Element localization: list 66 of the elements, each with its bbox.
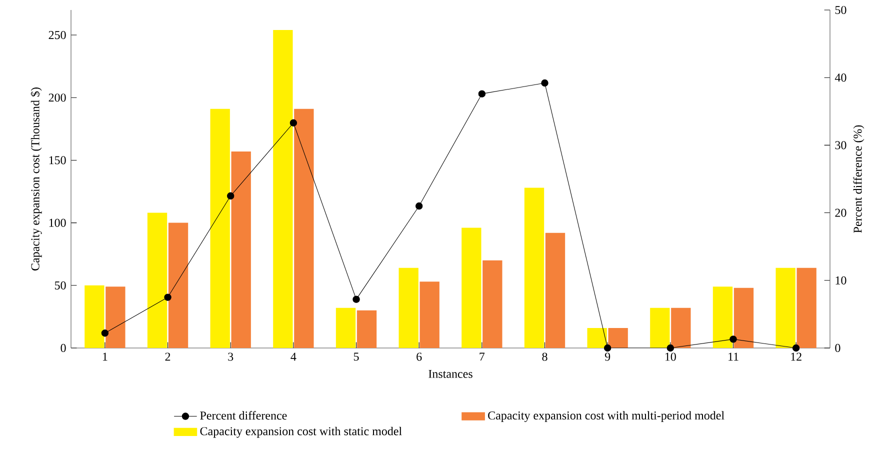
bar bbox=[712, 286, 733, 348]
bar bbox=[608, 328, 628, 348]
y2-tick-label: 30 bbox=[835, 141, 846, 150]
bar bbox=[482, 260, 502, 348]
point bbox=[352, 296, 360, 303]
bar bbox=[545, 232, 566, 348]
point bbox=[226, 192, 234, 200]
x-tick-label: 6 bbox=[416, 352, 422, 361]
bar bbox=[398, 268, 418, 348]
bar bbox=[294, 108, 314, 348]
x-tick-label: 8 bbox=[542, 352, 548, 361]
bar bbox=[776, 268, 796, 348]
bar bbox=[168, 222, 188, 348]
bar bbox=[524, 188, 544, 348]
point bbox=[415, 202, 423, 210]
x-tick-label: 10 bbox=[665, 352, 676, 361]
point bbox=[478, 90, 486, 98]
y-tick-label: 250 bbox=[48, 30, 66, 40]
bar bbox=[84, 285, 104, 348]
bar bbox=[650, 308, 670, 348]
y-tick-label: 100 bbox=[49, 218, 66, 227]
bar bbox=[420, 282, 440, 348]
x-tick-label: 4 bbox=[290, 352, 296, 361]
y-tick-label: 50 bbox=[54, 281, 66, 290]
x-tick-label: 7 bbox=[480, 352, 485, 361]
point bbox=[290, 119, 298, 126]
bar bbox=[796, 268, 816, 348]
bar bbox=[273, 30, 293, 348]
y2-axis-title: Percent difference (%) bbox=[853, 125, 864, 233]
legend-label: Percent difference bbox=[200, 411, 287, 420]
legend-label: Capacity expansion cost with static model bbox=[200, 426, 402, 438]
y2-tick-label: 40 bbox=[834, 74, 846, 82]
point bbox=[604, 344, 612, 352]
x-tick-label: 2 bbox=[165, 352, 170, 361]
y-tick-label: 200 bbox=[48, 94, 66, 102]
y2-tick-label: 10 bbox=[836, 276, 846, 284]
x-tick-label: 5 bbox=[354, 352, 359, 361]
bar bbox=[231, 151, 251, 348]
x-tick-label: 11 bbox=[728, 352, 738, 361]
y-axis-title: Capacity expansion cost (Thousand $) bbox=[30, 88, 42, 270]
bar bbox=[734, 288, 754, 348]
x-tick-label: 9 bbox=[604, 352, 610, 361]
bar bbox=[356, 310, 377, 348]
x-tick-label: 3 bbox=[228, 352, 234, 361]
point bbox=[730, 336, 737, 343]
bar bbox=[587, 328, 607, 348]
y2-tick-label: 50 bbox=[835, 6, 846, 14]
legend-label: Capacity expansion cost with multi-period model bbox=[488, 411, 724, 422]
y-tick-label: 150 bbox=[49, 156, 66, 164]
x-tick-label: 12 bbox=[791, 352, 802, 361]
point bbox=[792, 344, 800, 352]
bar bbox=[147, 212, 168, 348]
bar bbox=[210, 108, 230, 348]
x-tick-label: 1 bbox=[102, 352, 108, 361]
bar bbox=[336, 308, 356, 348]
y2-tick-label: 20 bbox=[835, 208, 846, 217]
bar bbox=[671, 308, 691, 348]
x-axis-title: Instances bbox=[428, 370, 472, 378]
point bbox=[541, 79, 548, 87]
bar bbox=[462, 228, 482, 348]
y-tick-label: 0 bbox=[60, 344, 66, 352]
bar bbox=[106, 286, 126, 348]
point bbox=[101, 330, 109, 337]
point bbox=[666, 344, 674, 352]
point bbox=[164, 294, 172, 301]
y2-tick-label: 0 bbox=[835, 344, 840, 352]
